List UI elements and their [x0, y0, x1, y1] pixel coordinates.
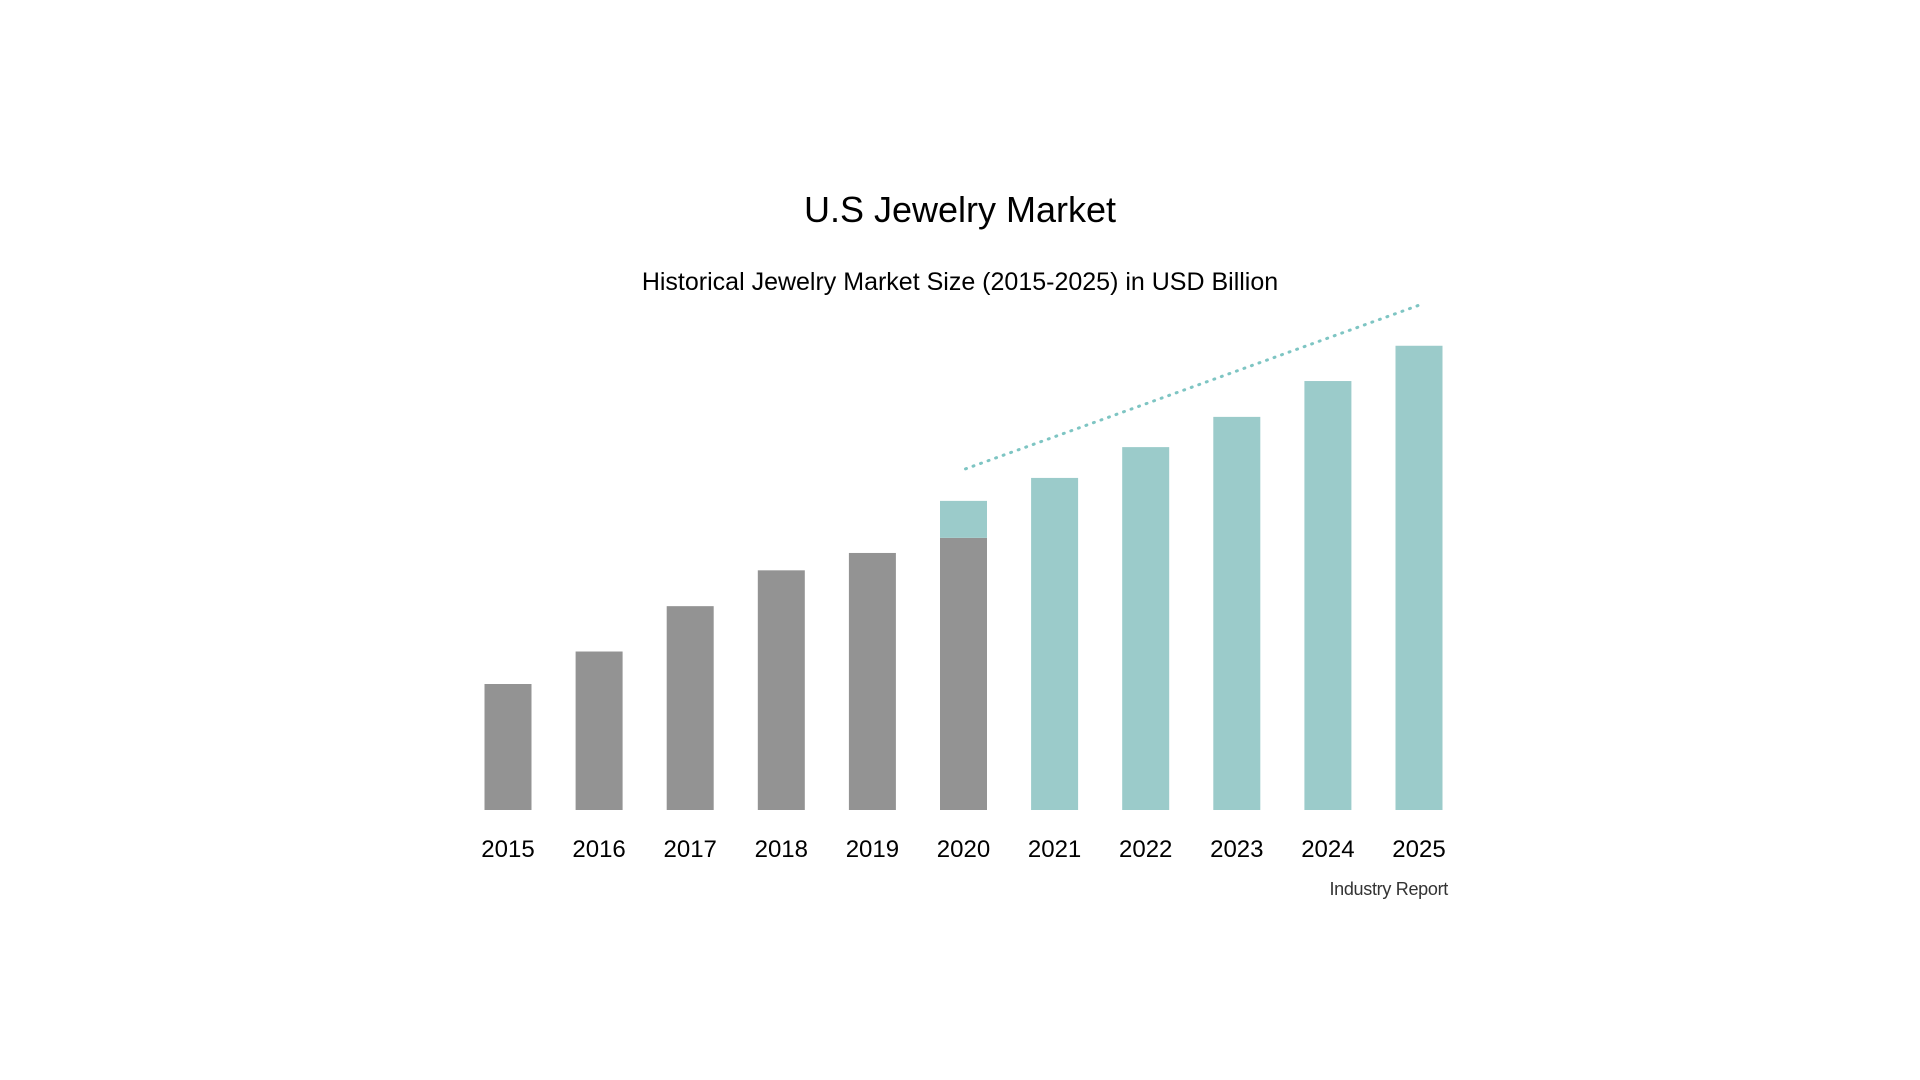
bar-historical-2019 [848, 552, 896, 810]
x-tick-label-2016: 2016 [572, 836, 625, 863]
x-axis-tick-labels: 2015 2016 2017 2018 2019 2020 2021 2022 2023 2024… [481, 836, 1445, 863]
x-tick-label-2022: 2022 [1119, 836, 1172, 863]
bar-forecast-2020 [940, 500, 987, 538]
bar-forecast-2022 [1122, 447, 1170, 810]
trend-line [964, 302, 1425, 471]
bar-historical-2015 [484, 684, 532, 810]
x-tick-label-2020: 2020 [937, 836, 990, 863]
x-tick-label-2017: 2017 [664, 836, 717, 863]
x-tick-label-2015: 2015 [481, 836, 534, 863]
x-tick-label-2024: 2024 [1301, 836, 1354, 863]
x-tick-label-2023: 2023 [1210, 836, 1263, 863]
bar-forecast-2021 [1031, 477, 1079, 810]
chart-subtitle: Historical Jewelry Market Size (2015-202… [641, 268, 1279, 296]
bar-historical-2020 [940, 537, 987, 810]
bar-historical-2018 [757, 570, 805, 810]
x-tick-label-2018: 2018 [755, 836, 808, 863]
bar-historical-2016 [575, 651, 623, 810]
x-tick-label-2025: 2025 [1392, 836, 1445, 863]
source-label: Industry Report [1329, 879, 1448, 899]
trend-line-group [964, 302, 1425, 471]
bars-group [484, 345, 1443, 810]
bar-historical-2017 [666, 606, 714, 810]
bar-forecast-2023 [1213, 416, 1261, 810]
x-tick-label-2021: 2021 [1028, 836, 1081, 863]
x-tick-label-2019: 2019 [846, 836, 899, 863]
bar-forecast-2024 [1304, 381, 1352, 810]
chart-title: U.S Jewelry Market [803, 189, 1117, 230]
bar-forecast-2025 [1395, 345, 1443, 810]
